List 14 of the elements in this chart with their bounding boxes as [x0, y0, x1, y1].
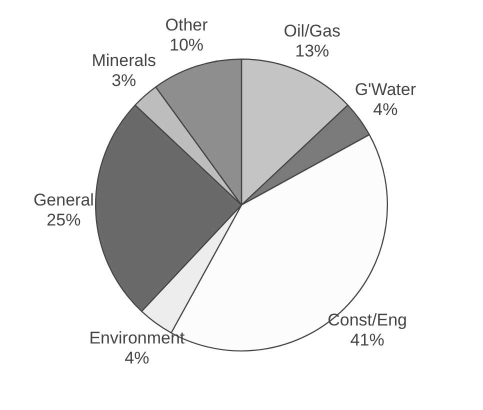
- slice-label: Other: [165, 15, 208, 34]
- data-label: 3%: [112, 71, 136, 90]
- slice-label: Environment: [89, 328, 185, 348]
- slice-label: General: [33, 190, 94, 210]
- slice-label: Oil/Gas: [284, 21, 340, 40]
- data-label: 13%: [295, 41, 330, 60]
- slice-label: G'Water: [354, 80, 416, 100]
- slice-label: Const/Eng: [328, 310, 407, 330]
- data-label: 41%: [350, 330, 384, 350]
- slice-label: Minerals: [92, 51, 156, 70]
- data-label: 25%: [46, 210, 81, 230]
- data-label: 4%: [124, 348, 150, 368]
- data-label: 10%: [170, 35, 204, 54]
- data-label: 4%: [373, 100, 398, 120]
